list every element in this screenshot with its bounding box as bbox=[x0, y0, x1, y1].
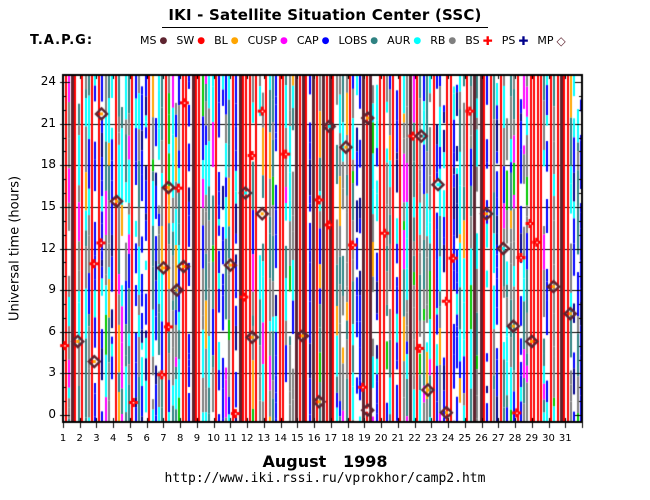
x-tick-label: 14 bbox=[274, 433, 288, 444]
x-tick-label: 28 bbox=[508, 433, 522, 444]
x-tick-label: 31 bbox=[558, 433, 572, 444]
x-tick-label: 24 bbox=[441, 433, 455, 444]
x-tick-label: 16 bbox=[307, 433, 321, 444]
x-tick-label: 3 bbox=[93, 433, 100, 444]
x-tick-label: 12 bbox=[240, 433, 254, 444]
y-tick-label: 6 bbox=[48, 323, 56, 338]
x-tick-label: 27 bbox=[491, 433, 505, 444]
x-tick-label: 23 bbox=[424, 433, 438, 444]
x-tick-label: 6 bbox=[143, 433, 150, 444]
x-tick-label: 13 bbox=[257, 433, 271, 444]
y-tick-label: 12 bbox=[40, 240, 56, 255]
x-tick-label: 29 bbox=[525, 433, 539, 444]
x-tick-label: 2 bbox=[76, 433, 83, 444]
x-tick-label: 19 bbox=[357, 433, 371, 444]
source-url: http://www.iki.rssi.ru/vprokhor/camp2.ht… bbox=[164, 471, 486, 486]
x-tick-label: 30 bbox=[542, 433, 555, 444]
x-axis-month-label: August 1998 bbox=[262, 452, 388, 471]
x-tick-label: 15 bbox=[291, 433, 304, 444]
y-tick-label: 3 bbox=[48, 365, 56, 380]
x-tick-label: 5 bbox=[126, 433, 134, 444]
x-tick-label: 17 bbox=[324, 433, 338, 444]
x-tick-label: 8 bbox=[177, 433, 184, 444]
y-tick-label: 9 bbox=[48, 282, 56, 297]
x-tick-label: 4 bbox=[110, 433, 117, 444]
x-tick-label: 1 bbox=[59, 433, 67, 444]
x-tick-label: 11 bbox=[224, 433, 237, 444]
x-tick-label: 26 bbox=[475, 433, 488, 444]
y-tick-label: 21 bbox=[40, 115, 56, 130]
x-tick-label: 20 bbox=[374, 433, 388, 444]
x-tick-label: 21 bbox=[391, 433, 405, 444]
x-tick-label: 9 bbox=[193, 433, 201, 444]
y-tick-label: 0 bbox=[48, 407, 56, 421]
x-tick-label: 10 bbox=[207, 433, 221, 444]
y-tick-label: 18 bbox=[40, 157, 56, 172]
x-tick-label: 7 bbox=[160, 433, 167, 444]
y-tick-label: 15 bbox=[40, 198, 56, 213]
x-tick-label: 22 bbox=[408, 433, 421, 444]
x-tick-label: 25 bbox=[458, 433, 472, 444]
y-tick-label: 24 bbox=[40, 74, 56, 88]
x-tick-label: 18 bbox=[341, 433, 354, 444]
